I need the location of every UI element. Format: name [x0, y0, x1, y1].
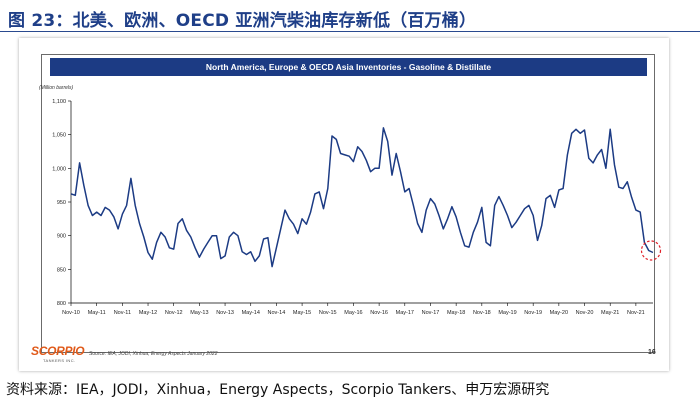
x-tick-label: May-16: [344, 310, 362, 316]
x-tick-label: Nov-11: [114, 310, 131, 316]
x-tick-label: May-20: [550, 310, 568, 316]
x-tick-label: Nov-10: [62, 310, 80, 316]
y-tick-label: 950: [57, 200, 66, 206]
latest-value-highlight-circle: [640, 240, 662, 261]
title-divider: [0, 31, 700, 32]
figure-title: 图 23：北美、欧洲、OECD 亚洲汽柴油库存新低（百万桶）: [8, 11, 477, 31]
x-tick-label: Nov-16: [370, 310, 388, 316]
x-tick-label: Nov-20: [576, 310, 594, 316]
page-number: 16: [648, 349, 656, 356]
y-axis-label: (Million barrels): [39, 85, 74, 91]
x-tick-label: May-12: [139, 310, 157, 316]
x-tick-label: May-18: [447, 310, 465, 316]
x-tick-label: Nov-21: [627, 310, 645, 316]
slide-source-note: Source: IEA, JODI, Xinhua, Energy Aspect…: [89, 351, 218, 357]
x-tick-label: May-11: [88, 310, 106, 316]
x-tick-label: May-19: [498, 310, 516, 316]
y-tick-label: 800: [57, 301, 66, 307]
y-tick-label: 1,100: [52, 99, 66, 105]
scorpio-logo-subtext: TANKERS INC.: [43, 358, 76, 363]
scorpio-logo: SCORPIO: [31, 344, 85, 358]
x-tick-label: Nov-12: [165, 310, 183, 316]
y-tick-label: 850: [57, 267, 66, 273]
y-tick-label: 900: [57, 234, 66, 240]
x-tick-label: Nov-13: [216, 310, 234, 316]
x-tick-label: Nov-19: [524, 310, 542, 316]
x-tick-label: May-14: [242, 310, 260, 316]
inventory-series-line: [70, 127, 654, 268]
x-tick-label: Nov-14: [268, 310, 286, 316]
chart-title: North America, Europe & OECD Asia Invent…: [50, 58, 647, 76]
x-tick-label: Nov-15: [319, 310, 337, 316]
y-tick-label: 1,050: [52, 133, 66, 139]
chart-frame: [41, 54, 655, 353]
line-chart: (Million barrels) 800 850 900 950 1,000 1,050 1…: [39, 85, 662, 316]
x-tick-label: Nov-18: [473, 310, 491, 316]
x-tick-label: Nov-17: [422, 310, 440, 316]
slide-panel: North America, Europe & OECD Asia Invent…: [19, 38, 669, 371]
x-tick-label: May-15: [293, 310, 311, 316]
figure-source: 资料来源：IEA，JODI，Xinhua，Energy Aspects，Scor…: [6, 382, 550, 398]
y-tick-label: 1,000: [52, 166, 66, 172]
x-tick-label: May-21: [601, 310, 619, 316]
x-tick-label: May-13: [190, 310, 208, 316]
x-tick-label: May-17: [396, 310, 414, 316]
